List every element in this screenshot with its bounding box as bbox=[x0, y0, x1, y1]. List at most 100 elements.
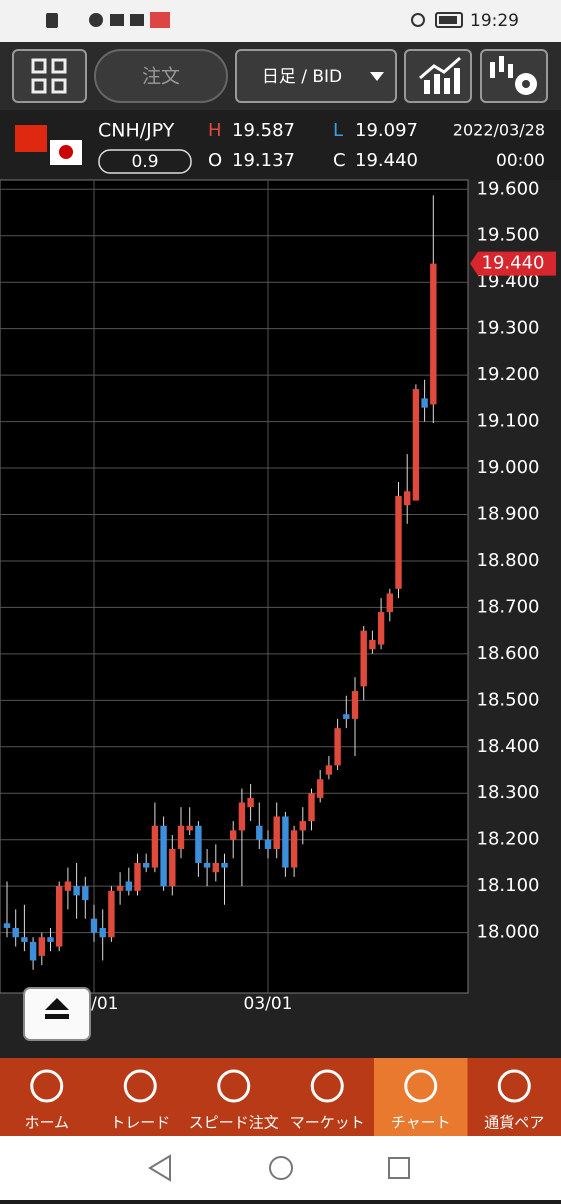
low-value: 19.097 bbox=[355, 120, 418, 141]
dropdown-arrow bbox=[370, 72, 384, 81]
candle-body bbox=[290, 830, 298, 868]
close-label: C bbox=[333, 150, 346, 171]
nav-icon[interactable] bbox=[123, 1069, 157, 1103]
candle-body bbox=[377, 612, 385, 645]
candle-body bbox=[151, 825, 159, 868]
y-tick-label: 18.400 bbox=[477, 736, 540, 757]
recents-button[interactable] bbox=[388, 1157, 410, 1179]
y-tick-label: 19.200 bbox=[477, 364, 540, 385]
nav-label[interactable]: トレード bbox=[110, 1114, 170, 1132]
candle-body bbox=[108, 890, 115, 938]
system-nav bbox=[0, 1136, 561, 1200]
candle-body bbox=[90, 918, 98, 933]
candle-body bbox=[351, 691, 359, 719]
eject-button[interactable] bbox=[23, 987, 91, 1041]
y-tick-label: 19.500 bbox=[477, 225, 540, 246]
candle-body bbox=[160, 825, 167, 887]
status-icons bbox=[46, 12, 463, 28]
y-tick-label: 19.000 bbox=[477, 457, 540, 478]
candle-body bbox=[247, 797, 254, 808]
y-tick-label: 19.400 bbox=[477, 271, 540, 292]
candle-body bbox=[82, 886, 89, 901]
candle-body bbox=[369, 639, 376, 650]
candle-body bbox=[430, 263, 437, 405]
timeframe-dropdown[interactable] bbox=[235, 49, 397, 103]
candle-body bbox=[230, 830, 237, 840]
open-label: O bbox=[208, 150, 222, 171]
order-button[interactable] bbox=[94, 49, 228, 103]
low-label: L bbox=[333, 120, 343, 141]
candle-body bbox=[325, 765, 333, 775]
y-tick-label: 18.100 bbox=[477, 875, 540, 896]
candle-body bbox=[308, 793, 315, 822]
candle-body bbox=[38, 937, 45, 956]
candle-body bbox=[343, 714, 350, 719]
candle-body bbox=[116, 886, 124, 891]
y-tick-label: 18.800 bbox=[477, 550, 540, 571]
candle-body bbox=[125, 881, 132, 891]
candle-body bbox=[29, 941, 37, 961]
y-tick-label: 18.900 bbox=[477, 503, 540, 524]
menu-button[interactable] bbox=[12, 49, 87, 103]
y-tick-label: 18.500 bbox=[477, 689, 540, 710]
candle-body bbox=[47, 937, 54, 942]
candle-body bbox=[12, 927, 19, 938]
order-label: 注文 bbox=[142, 66, 180, 88]
y-tick-label: 18.600 bbox=[477, 643, 540, 664]
candle-body bbox=[21, 937, 28, 942]
nav-label[interactable]: マーケット bbox=[290, 1114, 365, 1132]
candle-body bbox=[73, 886, 80, 896]
nav-label[interactable]: チャート bbox=[391, 1114, 451, 1132]
candle-body bbox=[404, 491, 411, 506]
high-value: 19.587 bbox=[232, 120, 295, 141]
home-button[interactable] bbox=[269, 1156, 293, 1180]
spread-pill bbox=[98, 149, 192, 174]
y-tick-label: 18.000 bbox=[477, 922, 540, 943]
y-tick-label: 19.600 bbox=[477, 178, 540, 199]
y-tick-label: 18.200 bbox=[477, 829, 540, 850]
candle-body bbox=[412, 389, 420, 501]
candle-body bbox=[212, 862, 219, 873]
x-tick-label: 03/01 bbox=[244, 994, 293, 1014]
time: 00:00 bbox=[496, 151, 545, 171]
y-tick-label: 19.300 bbox=[477, 318, 540, 339]
candle-body bbox=[299, 821, 306, 831]
candle-body bbox=[273, 816, 280, 849]
candle-body bbox=[386, 593, 393, 613]
nav-icon[interactable] bbox=[30, 1069, 64, 1103]
candle-body bbox=[143, 862, 150, 868]
flag-cn bbox=[15, 125, 47, 152]
candle-body bbox=[360, 630, 367, 687]
nav-icon[interactable] bbox=[217, 1069, 251, 1103]
candle-body bbox=[177, 825, 185, 849]
candle-body bbox=[203, 862, 211, 868]
nav-label[interactable]: 通貨ペア bbox=[484, 1114, 544, 1132]
symbol: CNH/JPY bbox=[98, 120, 175, 142]
plot-area bbox=[0, 179, 469, 994]
nav-label[interactable]: ホーム bbox=[24, 1114, 69, 1132]
candle-body bbox=[264, 839, 272, 849]
nav-icon[interactable] bbox=[310, 1069, 344, 1103]
date: 2022/03/28 bbox=[453, 121, 545, 140]
candle-body bbox=[169, 848, 176, 887]
candle-body bbox=[395, 495, 402, 589]
last-price-label: 19.440 bbox=[482, 253, 545, 274]
indicator-button[interactable] bbox=[404, 49, 472, 103]
nav-icon[interactable] bbox=[497, 1069, 531, 1103]
candle-body bbox=[56, 886, 63, 947]
back-button[interactable] bbox=[148, 1154, 171, 1182]
candle-body bbox=[282, 816, 289, 868]
candle-body bbox=[186, 825, 193, 831]
candle-body bbox=[256, 825, 263, 840]
candle-body bbox=[238, 802, 246, 831]
candle-body bbox=[64, 881, 72, 891]
candle-body bbox=[195, 825, 202, 863]
candle-body bbox=[334, 728, 341, 766]
settings-button[interactable] bbox=[480, 49, 548, 103]
nav-icon[interactable] bbox=[404, 1069, 438, 1103]
nav-label[interactable]: スピード注文 bbox=[189, 1114, 279, 1132]
bottom-nav bbox=[0, 1058, 561, 1136]
open-value: 19.137 bbox=[232, 150, 295, 171]
quote-header bbox=[0, 110, 561, 180]
